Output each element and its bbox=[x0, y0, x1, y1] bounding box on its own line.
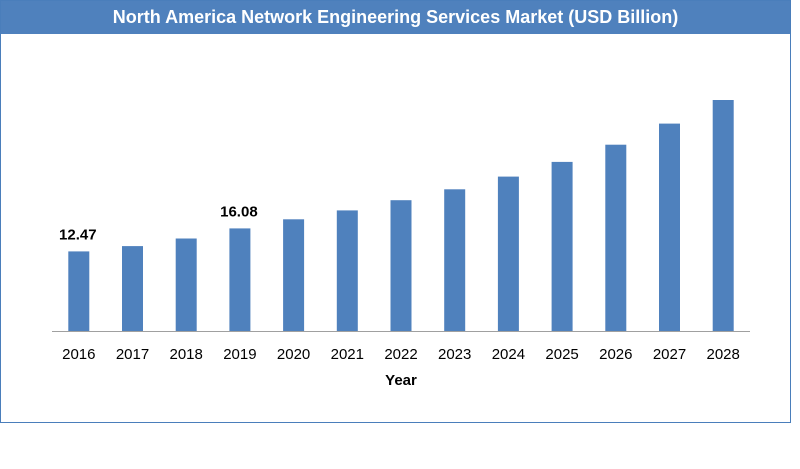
x-tick-2020: 2020 bbox=[277, 346, 310, 363]
x-tick-2018: 2018 bbox=[170, 346, 203, 363]
bar-2026 bbox=[605, 144, 627, 331]
bar-2022 bbox=[390, 200, 412, 331]
x-axis-label: Year bbox=[385, 372, 417, 389]
bar-2018 bbox=[175, 238, 197, 331]
bar-2021 bbox=[336, 210, 358, 331]
bar-2025 bbox=[551, 161, 573, 331]
x-tick-2026: 2026 bbox=[599, 346, 632, 363]
x-tick-2024: 2024 bbox=[492, 346, 525, 363]
data-labels: 12.47 16.08 bbox=[59, 203, 258, 243]
x-tick-2016: 2016 bbox=[62, 346, 95, 363]
x-tick-2019: 2019 bbox=[223, 346, 256, 363]
x-tick-2027: 2027 bbox=[653, 346, 686, 363]
x-tick-2017: 2017 bbox=[116, 346, 149, 363]
x-tick-labels: 2016 2017 2018 2019 2020 2021 2022 2023 2024 2025… bbox=[62, 346, 740, 363]
chart-title: North America Network Engineering Servic… bbox=[1, 1, 790, 34]
bar-2019 bbox=[229, 228, 251, 331]
x-tick-2022: 2022 bbox=[384, 346, 417, 363]
x-tick-2021: 2021 bbox=[331, 346, 364, 363]
x-tick-2025: 2025 bbox=[545, 346, 578, 363]
x-tick-2023: 2023 bbox=[438, 346, 471, 363]
data-label-2016: 12.47 bbox=[59, 226, 97, 243]
bar-2020 bbox=[283, 219, 305, 331]
bar-2017 bbox=[122, 246, 143, 331]
bars-group bbox=[68, 100, 734, 331]
bar-2024 bbox=[497, 176, 519, 331]
bar-2028 bbox=[712, 100, 734, 331]
bar-2027 bbox=[659, 123, 680, 331]
bar-2023 bbox=[444, 189, 466, 331]
bar-2016 bbox=[68, 251, 90, 331]
data-label-2019: 16.08 bbox=[220, 203, 258, 220]
x-tick-2028: 2028 bbox=[707, 346, 740, 363]
